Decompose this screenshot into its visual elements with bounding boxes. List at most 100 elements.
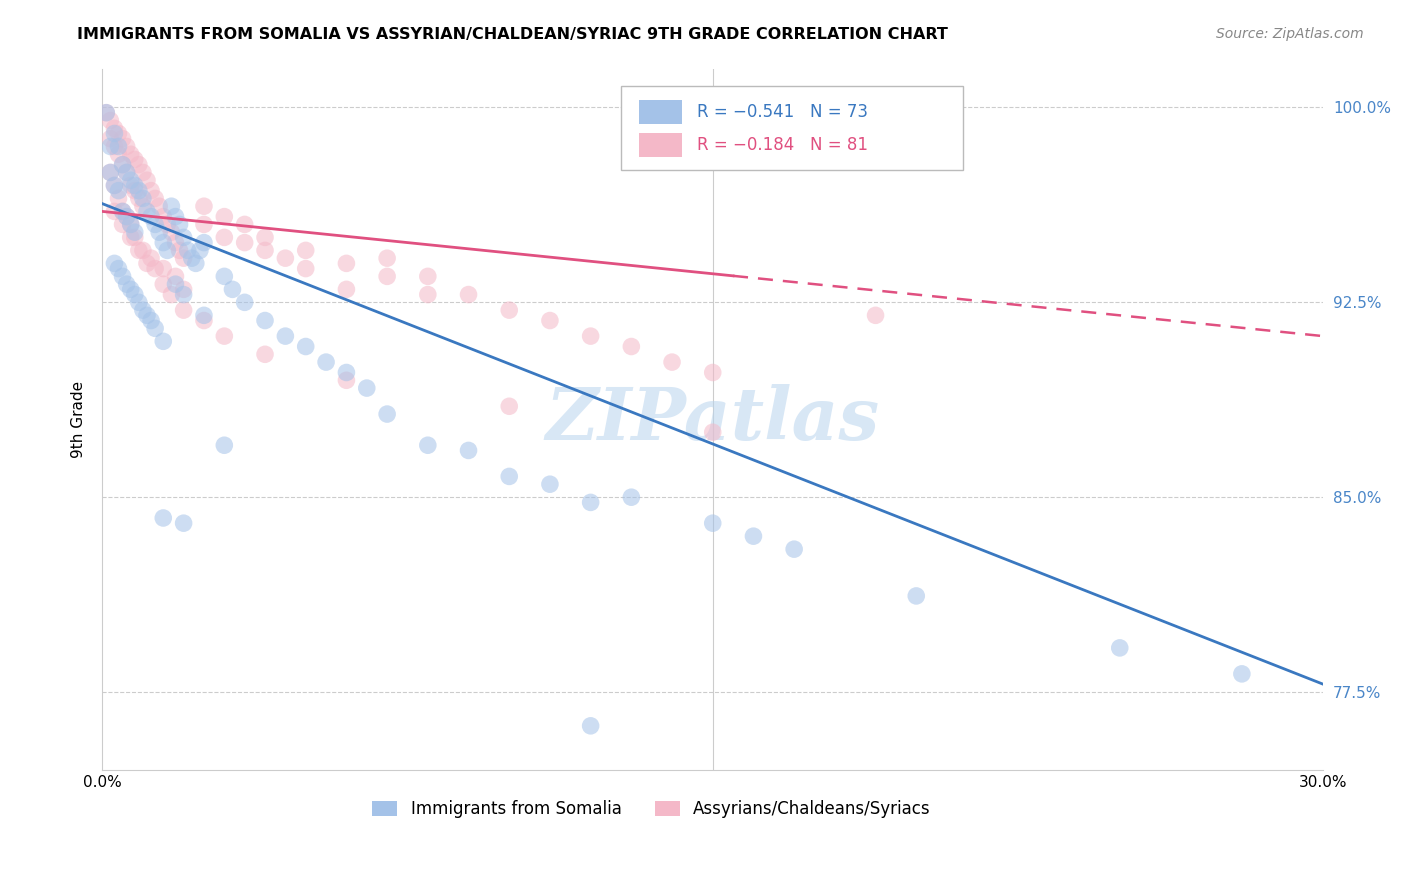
Point <box>661 355 683 369</box>
Text: R = −0.541   N = 73: R = −0.541 N = 73 <box>697 103 868 121</box>
Point <box>111 218 134 232</box>
Bar <box>640 100 682 124</box>
Point <box>103 121 125 136</box>
Point <box>124 287 146 301</box>
Point <box>124 184 146 198</box>
Point <box>120 218 142 232</box>
Point <box>165 210 187 224</box>
Point <box>416 438 439 452</box>
Point <box>152 334 174 349</box>
Point <box>128 244 150 258</box>
Point <box>152 261 174 276</box>
Point <box>120 178 142 193</box>
Point <box>107 191 129 205</box>
Point <box>165 235 187 250</box>
Point <box>184 256 207 270</box>
Point <box>193 218 215 232</box>
Point <box>193 235 215 250</box>
Point <box>905 589 928 603</box>
Point <box>111 158 134 172</box>
Point <box>139 313 162 327</box>
Point <box>538 477 561 491</box>
Point <box>253 313 276 327</box>
Point <box>132 191 155 205</box>
Point <box>165 269 187 284</box>
Point <box>294 244 316 258</box>
Point <box>180 251 202 265</box>
Point <box>579 329 602 343</box>
Point <box>136 173 159 187</box>
Point <box>173 287 195 301</box>
Point <box>742 529 765 543</box>
Point <box>294 261 316 276</box>
Point <box>115 210 138 224</box>
Point <box>128 295 150 310</box>
Point <box>139 210 162 224</box>
Point <box>253 347 276 361</box>
Point <box>193 199 215 213</box>
Point <box>124 153 146 167</box>
Point <box>107 127 129 141</box>
Point <box>214 210 236 224</box>
Point <box>274 329 297 343</box>
Point <box>128 158 150 172</box>
Point <box>253 244 276 258</box>
Point <box>107 261 129 276</box>
Bar <box>640 133 682 158</box>
Point <box>233 218 256 232</box>
Point <box>124 225 146 239</box>
Point <box>173 303 195 318</box>
Point <box>176 244 198 258</box>
Point <box>335 366 357 380</box>
Point <box>98 131 121 145</box>
Point <box>274 251 297 265</box>
Point <box>865 309 887 323</box>
Point <box>115 277 138 292</box>
Point <box>132 244 155 258</box>
Point <box>702 366 724 380</box>
Point <box>498 469 520 483</box>
Point <box>1108 640 1130 655</box>
Point <box>120 173 142 187</box>
Point <box>214 438 236 452</box>
Point <box>221 282 243 296</box>
Point <box>124 230 146 244</box>
Point <box>143 218 166 232</box>
Y-axis label: 9th Grade: 9th Grade <box>72 381 86 458</box>
Point <box>160 225 183 239</box>
Point <box>120 218 142 232</box>
Point <box>136 204 159 219</box>
Point <box>111 204 134 219</box>
Point <box>233 235 256 250</box>
Point <box>128 191 150 205</box>
Point <box>115 165 138 179</box>
Point <box>620 339 643 353</box>
Point <box>335 256 357 270</box>
Point <box>96 105 118 120</box>
Point <box>124 178 146 193</box>
Point <box>498 303 520 318</box>
Point <box>128 184 150 198</box>
Point <box>315 355 337 369</box>
Point <box>107 139 129 153</box>
Point <box>375 407 398 421</box>
Point <box>111 269 134 284</box>
Point <box>143 321 166 335</box>
Point <box>139 251 162 265</box>
Point <box>103 204 125 219</box>
Point <box>120 230 142 244</box>
Point <box>98 165 121 179</box>
Point <box>111 204 134 219</box>
Point <box>96 105 118 120</box>
Point <box>165 277 187 292</box>
Text: R = −0.184   N = 81: R = −0.184 N = 81 <box>697 136 868 154</box>
Point <box>136 309 159 323</box>
Point <box>457 443 479 458</box>
Legend: Immigrants from Somalia, Assyrians/Chaldeans/Syriacs: Immigrants from Somalia, Assyrians/Chald… <box>366 794 938 825</box>
Point <box>538 313 561 327</box>
Point <box>152 210 174 224</box>
Point <box>103 178 125 193</box>
Point <box>335 373 357 387</box>
Point <box>169 218 191 232</box>
Point <box>115 210 138 224</box>
